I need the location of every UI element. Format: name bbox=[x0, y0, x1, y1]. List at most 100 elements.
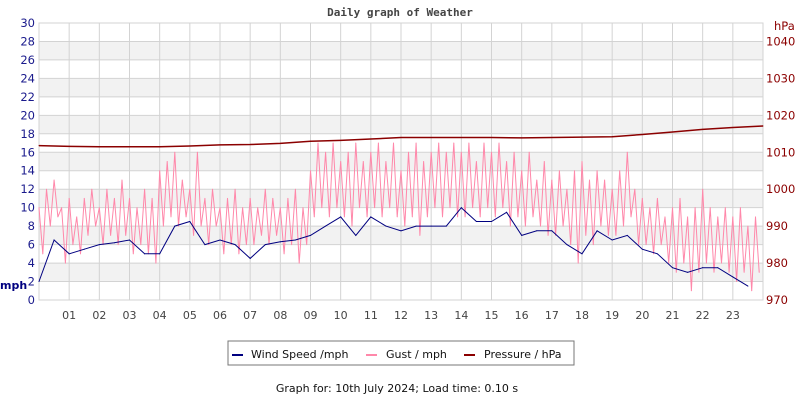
y-tick-right: 990 bbox=[766, 219, 788, 233]
data-point-gust bbox=[728, 271, 730, 273]
data-point-gust bbox=[340, 161, 342, 162]
data-point-gust bbox=[679, 197, 681, 199]
data-point-gust bbox=[208, 244, 210, 246]
x-tick: 11 bbox=[364, 309, 378, 322]
data-point-wind bbox=[310, 234, 311, 236]
data-point-wind bbox=[340, 216, 342, 218]
data-point-wind bbox=[672, 267, 673, 269]
data-point-wind bbox=[581, 253, 583, 255]
data-point-wind bbox=[279, 241, 281, 243]
data-point-pressure bbox=[159, 146, 161, 148]
data-point-gust bbox=[310, 170, 311, 172]
data-point-gust bbox=[724, 207, 726, 209]
data-point-gust bbox=[68, 197, 70, 199]
data-point-gust bbox=[438, 142, 440, 144]
legend-pressure: Pressure / hPa bbox=[484, 348, 562, 361]
data-point-wind bbox=[68, 253, 70, 255]
y-tick-left: 8 bbox=[28, 219, 35, 233]
data-point-gust bbox=[596, 170, 598, 172]
data-point-gust bbox=[423, 161, 425, 162]
data-point-gust bbox=[630, 216, 632, 218]
data-point-gust bbox=[42, 253, 44, 255]
data-point-gust bbox=[287, 197, 289, 199]
data-point-gust bbox=[457, 216, 459, 218]
data-point-pressure bbox=[491, 136, 492, 138]
x-tick: 19 bbox=[605, 309, 619, 322]
data-point-gust bbox=[362, 161, 364, 162]
data-point-wind bbox=[234, 244, 236, 246]
data-point-gust bbox=[758, 271, 760, 273]
data-point-gust bbox=[193, 234, 195, 236]
data-point-wind bbox=[159, 253, 161, 255]
data-point-gust bbox=[472, 207, 474, 209]
data-point-gust bbox=[155, 262, 157, 264]
data-point-gust bbox=[291, 244, 293, 246]
data-point-gust bbox=[464, 216, 466, 218]
data-point-gust bbox=[83, 197, 85, 199]
x-tick: 01 bbox=[62, 309, 76, 322]
data-point-gust bbox=[374, 207, 376, 209]
data-point-gust bbox=[98, 207, 100, 209]
data-point-wind bbox=[98, 244, 100, 246]
y-tick-left: 0 bbox=[28, 293, 35, 307]
data-point-gust bbox=[551, 179, 553, 181]
data-point-gust bbox=[487, 207, 489, 209]
data-point-gust bbox=[717, 216, 719, 218]
data-point-pressure bbox=[68, 145, 70, 147]
data-point-gust bbox=[389, 207, 391, 209]
data-point-pressure bbox=[249, 144, 251, 146]
x-tick: 02 bbox=[92, 309, 106, 322]
data-point-gust bbox=[377, 142, 379, 144]
data-point-gust bbox=[634, 188, 636, 190]
data-point-gust bbox=[294, 188, 296, 190]
data-point-gust bbox=[426, 216, 428, 218]
data-point-gust bbox=[313, 216, 315, 218]
data-point-wind bbox=[641, 248, 643, 250]
data-point-gust bbox=[604, 179, 606, 181]
data-point-wind bbox=[611, 239, 613, 241]
data-point-gust bbox=[747, 225, 749, 227]
series-layer bbox=[38, 125, 764, 292]
data-point-pressure bbox=[38, 145, 40, 147]
data-point-gust bbox=[381, 216, 383, 218]
data-point-pressure bbox=[219, 144, 221, 146]
data-point-gust bbox=[347, 151, 349, 153]
data-point-gust bbox=[332, 142, 334, 144]
data-point-gust bbox=[174, 151, 176, 153]
data-point-gust bbox=[524, 225, 526, 227]
data-point-gust bbox=[721, 262, 723, 264]
data-point-gust bbox=[242, 207, 244, 209]
y-tick-left: 22 bbox=[20, 90, 35, 104]
data-point-gust bbox=[528, 151, 530, 153]
data-point-gust bbox=[106, 188, 108, 190]
y-tick-right: 1020 bbox=[766, 108, 795, 122]
data-point-gust bbox=[660, 244, 662, 246]
data-point-gust bbox=[694, 207, 696, 209]
x-tick: 20 bbox=[635, 309, 649, 322]
y-tick-left: 26 bbox=[20, 53, 35, 67]
data-point-gust bbox=[53, 179, 55, 181]
data-point-pressure bbox=[279, 142, 281, 144]
data-point-gust bbox=[400, 170, 402, 172]
x-tick: 15 bbox=[485, 309, 499, 322]
data-point-gust bbox=[513, 151, 515, 153]
data-point-pressure bbox=[189, 145, 191, 147]
data-point-gust bbox=[577, 262, 579, 264]
data-point-gust bbox=[491, 151, 492, 153]
y-axis-right: 970 980 990 1000 1010 1020 1030 1040 bbox=[766, 34, 795, 307]
data-point-gust bbox=[483, 142, 485, 144]
series-points-wind bbox=[38, 207, 749, 287]
x-tick: 18 bbox=[575, 309, 589, 322]
data-point-wind bbox=[626, 234, 628, 236]
data-point-gust bbox=[117, 244, 119, 246]
data-point-gust bbox=[113, 197, 115, 199]
data-point-gust bbox=[698, 271, 700, 273]
data-point-gust bbox=[751, 290, 753, 292]
data-point-gust bbox=[385, 161, 387, 162]
data-point-wind bbox=[144, 253, 146, 255]
data-point-gust bbox=[178, 225, 180, 227]
data-point-pressure bbox=[702, 128, 704, 130]
data-point-wind bbox=[325, 225, 327, 227]
data-point-wind bbox=[506, 211, 508, 213]
